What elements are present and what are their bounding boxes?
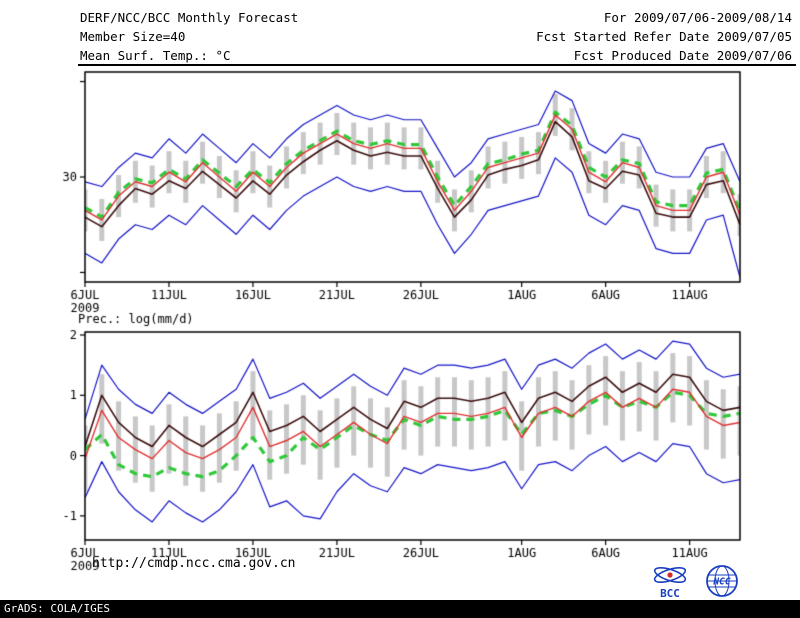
- member-size-label: Member Size=40: [80, 29, 186, 44]
- forecast-range-label: For 2009/07/06-2009/08/14: [603, 10, 792, 25]
- grads-credit: GrADS: COLA/IGES: [4, 602, 110, 615]
- refer-date-label: Fcst Started Refer Date 2009/07/05: [536, 29, 792, 44]
- bcc-logo-dot: [667, 572, 673, 578]
- header-divider: [78, 64, 796, 66]
- logo-block: BCC NCC: [648, 562, 742, 600]
- header-right-block: For 2009/07/06-2009/08/14 Fcst Started R…: [536, 8, 792, 65]
- produced-date-label: Fcst Produced Date 2009/07/06: [573, 48, 792, 63]
- footer-bar: GrADS: COLA/IGES: [0, 600, 800, 618]
- page-title: DERF/NCC/BCC Monthly Forecast: [80, 10, 299, 25]
- ncc-logo-label: NCC: [712, 577, 730, 588]
- bcc-logo-label: BCC: [660, 587, 680, 600]
- temp-panel-label: Mean Surf. Temp.: °C: [80, 48, 231, 63]
- ncc-logo: NCC: [706, 565, 738, 597]
- header-left-block: DERF/NCC/BCC Monthly Forecast Member Siz…: [80, 8, 298, 65]
- bcc-logo: BCC: [653, 567, 687, 600]
- source-url[interactable]: http://cmdp.ncc.cma.gov.cn: [92, 556, 296, 571]
